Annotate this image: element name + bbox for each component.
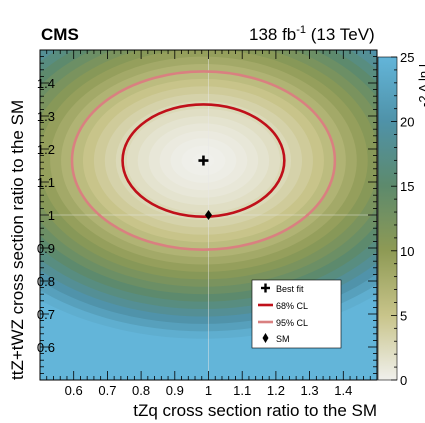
y-tick-label: 1.1 bbox=[37, 175, 55, 190]
colorbar-tick-label: 25 bbox=[400, 50, 414, 65]
colorbar: 0 5 10 15 20 25-2 Δ ln L bbox=[377, 50, 425, 388]
legend-best-fit-icon bbox=[261, 283, 270, 293]
contour-68cl bbox=[121, 103, 286, 218]
colorbar-tick-label: 15 bbox=[400, 179, 414, 194]
x-tick-label: 0.6 bbox=[65, 383, 83, 398]
legend: Best fit 68% CL 95% CL SM bbox=[251, 279, 342, 349]
y-tick-label: 0.8 bbox=[37, 274, 55, 289]
x-axis-label: tZq cross section ratio to the SM bbox=[133, 401, 377, 420]
x-tick-label: 1.3 bbox=[301, 383, 319, 398]
x-tick-label: 1.4 bbox=[334, 383, 352, 398]
legend-best-fit-label: Best fit bbox=[276, 284, 304, 294]
colorbar-tick-label: 10 bbox=[400, 244, 414, 259]
y-tick-label: 0.9 bbox=[37, 241, 55, 256]
heatmap-area bbox=[40, 50, 377, 380]
y-tick-label: 1.2 bbox=[37, 142, 55, 157]
sm-marker bbox=[205, 210, 212, 220]
legend-sm-label: SM bbox=[276, 334, 290, 344]
y-tick-label: 1 bbox=[48, 208, 55, 223]
x-tick-label: 0.8 bbox=[132, 383, 150, 398]
colorbar-tick-label: 5 bbox=[400, 308, 407, 323]
y-tick-label: 1.3 bbox=[37, 109, 55, 124]
x-tick-label: 1 bbox=[205, 383, 212, 398]
y-axis-label: ttZ+tWZ cross section ratio to the SM bbox=[8, 100, 27, 380]
luminosity-label: 138 fb-1 (13 TeV) bbox=[249, 24, 375, 44]
contour-95cl bbox=[70, 70, 337, 251]
colorbar-tick-label: 20 bbox=[400, 115, 414, 130]
colorbar-label: -2 Δ ln L bbox=[416, 60, 425, 107]
best-fit-marker bbox=[198, 155, 209, 166]
axis-ticks: 0.6 0.7 0.8 0.9 1 1.1 1.2 1.3 1.4 0.6 0.7 0.8 0.9 1 1.… bbox=[37, 49, 378, 398]
legend-95cl-label: 95% CL bbox=[276, 318, 308, 328]
colorbar-gradient bbox=[377, 56, 398, 381]
x-tick-label: 0.7 bbox=[98, 383, 116, 398]
x-tick-label: 1.1 bbox=[233, 383, 251, 398]
experiment-label: CMS bbox=[41, 25, 79, 44]
y-tick-label: 0.6 bbox=[37, 340, 55, 355]
legend-sm-diamond-icon bbox=[262, 333, 269, 343]
colorbar-tick-label: 0 bbox=[400, 373, 407, 388]
x-tick-label: 1.2 bbox=[267, 383, 285, 398]
y-tick-label: 1.4 bbox=[37, 76, 55, 91]
y-tick-label: 0.7 bbox=[37, 307, 55, 322]
x-tick-label: 0.9 bbox=[166, 383, 184, 398]
legend-68cl-label: 68% CL bbox=[276, 301, 308, 311]
